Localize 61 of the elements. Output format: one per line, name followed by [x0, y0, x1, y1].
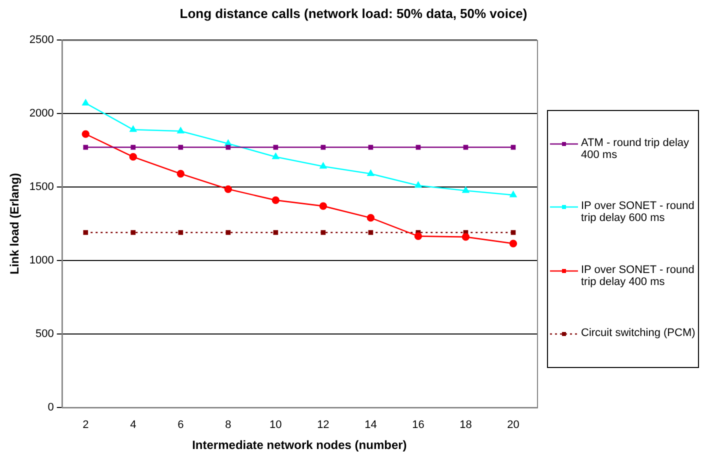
point — [367, 170, 374, 176]
point — [272, 196, 280, 204]
y-tick-label: 2500 — [29, 34, 54, 46]
point — [416, 144, 421, 150]
x-tick-label: 14 — [364, 419, 377, 432]
point — [224, 185, 232, 194]
point — [462, 186, 470, 193]
point — [226, 144, 231, 150]
x-tick-label: 20 — [507, 419, 520, 432]
point — [83, 144, 88, 150]
point — [319, 202, 328, 210]
point — [366, 214, 375, 222]
point — [226, 230, 231, 235]
x-tick-label: 16 — [412, 419, 424, 432]
point — [129, 152, 137, 161]
y-tick-label: 0 — [48, 401, 54, 414]
legend-label: ATM - round trip delay 400 ms — [581, 136, 690, 161]
y-axis-title: Link load (Erlang) — [8, 173, 22, 274]
point — [178, 230, 184, 235]
x-axis-title: Intermediate network nodes (number) — [192, 438, 407, 452]
point — [224, 140, 232, 146]
point — [414, 232, 422, 240]
point — [320, 162, 327, 169]
point — [130, 230, 136, 235]
point — [272, 152, 280, 160]
point — [510, 144, 516, 150]
legend-label: IP over SONET - round trip delay 600 ms — [581, 200, 696, 224]
point — [273, 144, 278, 150]
x-tick-label: 8 — [225, 419, 232, 432]
legend-label: IP over SONET - round trip delay 400 ms — [581, 264, 696, 288]
point — [273, 230, 278, 235]
point — [510, 230, 516, 235]
point — [130, 126, 137, 132]
legend-label: Circuit switching (PCM) — [581, 327, 696, 340]
chart-title: Long distance calls (network load: 50% data, 50% voice) — [178, 6, 528, 21]
y-tick-label: 2000 — [29, 108, 54, 120]
x-tick-label: 12 — [317, 419, 330, 432]
point — [82, 130, 90, 138]
point — [176, 170, 185, 178]
x-tick-label: 4 — [130, 419, 136, 432]
point — [509, 240, 518, 248]
point — [463, 144, 468, 150]
x-tick-label: 2 — [82, 419, 89, 432]
point — [83, 230, 88, 235]
point — [320, 144, 326, 150]
x-tick-label: 10 — [270, 419, 282, 432]
y-tick-label: 500 — [36, 328, 54, 340]
x-tick-label: 6 — [178, 419, 184, 432]
point — [130, 144, 136, 150]
point — [368, 230, 374, 235]
point — [178, 144, 184, 150]
point — [510, 191, 517, 198]
x-tick-label: 18 — [460, 419, 472, 432]
y-tick-label: 1000 — [29, 254, 54, 266]
point — [82, 99, 90, 106]
point — [177, 127, 184, 134]
point — [368, 144, 374, 150]
y-tick-label: 1500 — [29, 180, 54, 193]
point — [320, 230, 326, 235]
point — [414, 182, 422, 188]
point — [462, 233, 470, 241]
